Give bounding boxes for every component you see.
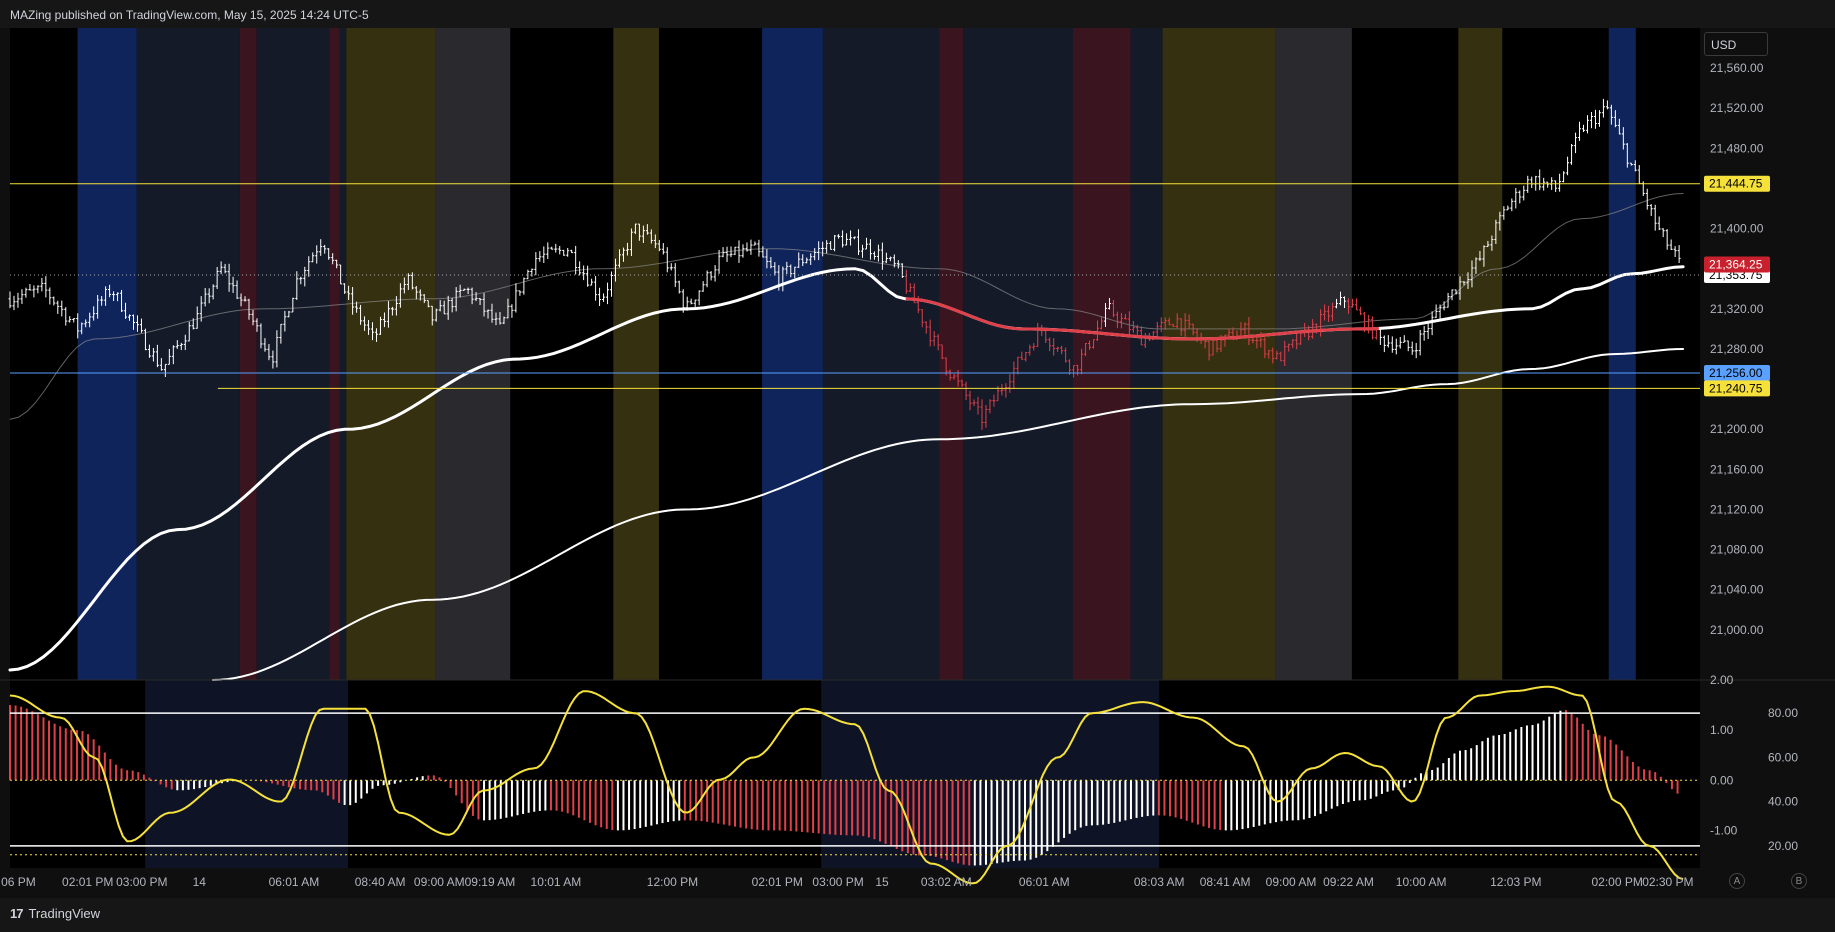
log-scale-button[interactable]: B xyxy=(1791,873,1807,889)
price-tick-label: 21,560.00 xyxy=(1710,61,1764,75)
moving-average-line xyxy=(9,193,1684,420)
session-zone xyxy=(1458,28,1503,680)
oscillator-left-tick: 0.00 xyxy=(1710,773,1734,787)
time-tick-label: 12:00 PM xyxy=(647,875,698,889)
oscillator-right-tick: 40.00 xyxy=(1768,795,1798,809)
time-tick-label: 10:01 AM xyxy=(531,875,582,889)
time-tick-label: 02:30 PM xyxy=(1642,875,1693,889)
oscillator-right-tick: 80.00 xyxy=(1768,706,1798,720)
price-tick-label: 21,080.00 xyxy=(1710,543,1764,557)
session-zone xyxy=(136,28,240,680)
oscillator-histogram xyxy=(9,705,1679,866)
session-zones xyxy=(77,28,1636,868)
time-tick-label: 02:00 PM xyxy=(1592,875,1643,889)
price-tick-label: 21,520.00 xyxy=(1710,101,1764,115)
oscillator-right-tick: 20.00 xyxy=(1768,839,1798,853)
time-scale-background xyxy=(0,868,1835,898)
oscillator-zone xyxy=(821,680,1160,868)
time-tick-label: 06:01 AM xyxy=(1019,875,1070,889)
session-zone xyxy=(1275,28,1352,680)
price-scale-background xyxy=(1700,28,1835,868)
session-zone xyxy=(613,28,659,680)
session-zone xyxy=(346,28,436,680)
time-tick-label: 15 xyxy=(875,875,889,889)
last-price-badge-bg xyxy=(1704,256,1770,273)
brand-name: TradingView xyxy=(28,906,101,921)
level-badge-bg xyxy=(1704,175,1770,192)
price-tick-label: 21,040.00 xyxy=(1710,583,1764,597)
price-tick-label: 21,200.00 xyxy=(1710,422,1764,436)
footer-bar xyxy=(0,898,1835,932)
tradingview-logo-icon: 17 xyxy=(10,906,24,921)
session-zone xyxy=(762,28,823,680)
currency-selector[interactable]: USD xyxy=(1704,32,1768,56)
level-badge-bg xyxy=(1704,365,1770,382)
level-badge: 21,240.75 xyxy=(1709,381,1763,395)
time-tick-label: 08:41 AM xyxy=(1200,875,1251,889)
session-zone xyxy=(329,28,340,680)
level-badge-bg xyxy=(1704,380,1770,397)
time-tick-label: 12:03 PM xyxy=(1490,875,1541,889)
time-tick-label: 02:01 PM xyxy=(752,875,803,889)
price-tick-label: 21,160.00 xyxy=(1710,462,1764,476)
oscillator-signal-line xyxy=(9,685,1684,885)
moving-average-line xyxy=(211,348,1685,681)
time-tick-label: 02:01 PM xyxy=(62,875,113,889)
oscillator-left-tick: -1.00 xyxy=(1710,823,1738,837)
time-tick-label: 03:00 PM xyxy=(116,875,167,889)
moving-average-bear-segment xyxy=(905,297,1379,341)
header-bar: MAZing published on TradingView.com, May… xyxy=(0,0,1835,28)
price-tick-label: 21,120.00 xyxy=(1710,502,1764,516)
oscillator-left-tick: 1.00 xyxy=(1710,723,1734,737)
price-tick-label: 21,400.00 xyxy=(1710,222,1764,236)
time-tick-label: 06:01 AM xyxy=(269,875,320,889)
time-tick-label: 09:00 AM xyxy=(414,875,465,889)
time-tick-label: 09:00 AM xyxy=(1266,875,1317,889)
publish-info: MAZing published on TradingView.com, May… xyxy=(10,8,369,22)
time-tick-label: 03:00 PM xyxy=(812,875,863,889)
session-zone xyxy=(435,28,511,680)
session-zone xyxy=(939,28,964,680)
oscillator-zone xyxy=(145,680,348,868)
auto-scale-button[interactable]: A xyxy=(1729,873,1745,889)
session-zone xyxy=(239,28,257,680)
moving-average-line xyxy=(8,265,1685,672)
time-tick-label: 08:03 AM xyxy=(1134,875,1185,889)
oscillator-left-tick: 2.00 xyxy=(1710,673,1734,687)
time-tick-label: 10:00 AM xyxy=(1396,875,1447,889)
brand[interactable]: 17 TradingView xyxy=(10,906,100,921)
price-tick-label: 21,280.00 xyxy=(1710,342,1764,356)
level-badge: 21,444.75 xyxy=(1709,177,1763,191)
oscillator-right-tick: 60.00 xyxy=(1768,750,1798,764)
time-tick-label: 14 xyxy=(193,875,207,889)
price-tick-label: 21,320.00 xyxy=(1710,302,1764,316)
price-tick-label: 21,000.00 xyxy=(1710,623,1764,637)
time-tick-label: 06 PM xyxy=(1,875,36,889)
price-tick-label: 21,480.00 xyxy=(1710,141,1764,155)
time-tick-label: 03:02 AM xyxy=(921,875,972,889)
time-tick-label: 08:40 AM xyxy=(355,875,406,889)
time-tick-label: 09:22 AM xyxy=(1323,875,1374,889)
time-tick-label: 09:19 AM xyxy=(465,875,516,889)
level-badge: 21,256.00 xyxy=(1709,366,1763,380)
last-price-badge: 21,364.25 xyxy=(1709,257,1763,271)
session-zone xyxy=(77,28,137,680)
session-zone xyxy=(1130,28,1163,680)
ohlc-bars xyxy=(8,98,1681,430)
session-zone xyxy=(1162,28,1276,680)
session-zone xyxy=(963,28,1074,680)
session-zone xyxy=(822,28,940,680)
